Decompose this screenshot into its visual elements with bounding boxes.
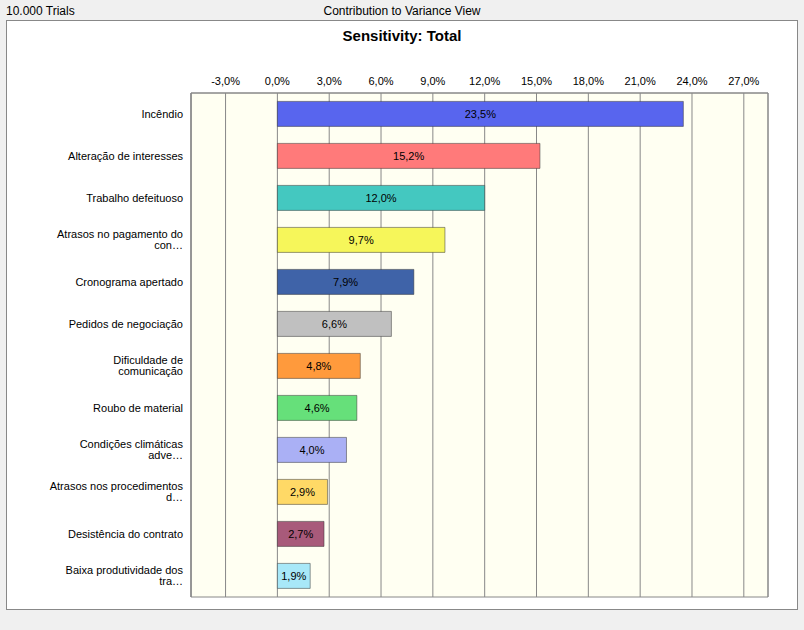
- svg-text:Baixa produtividade dostra…: Baixa produtividade dostra…: [66, 564, 184, 587]
- svg-text:2,7%: 2,7%: [288, 528, 313, 540]
- svg-text:1,9%: 1,9%: [281, 570, 306, 582]
- svg-text:7,9%: 7,9%: [333, 276, 358, 288]
- svg-text:23,5%: 23,5%: [465, 108, 496, 120]
- html-text:10.000 Trials: 10.000 Trials: [6, 4, 75, 18]
- svg-text:Desistência do contrato: Desistência do contrato: [68, 528, 183, 540]
- svg-text:Cronograma apertado: Cronograma apertado: [75, 276, 183, 288]
- svg-text:15,2%: 15,2%: [393, 150, 424, 162]
- svg-text:3,0%: 3,0%: [317, 75, 342, 87]
- svg-text:9,7%: 9,7%: [349, 234, 374, 246]
- svg-text:Pedidos de negociação: Pedidos de negociação: [69, 318, 183, 330]
- svg-text:Dificuldade decomunicação: Dificuldade decomunicação: [113, 354, 183, 377]
- svg-text:Atrasos no pagamento docon…: Atrasos no pagamento docon…: [57, 228, 183, 251]
- svg-text:Incêndio: Incêndio: [141, 108, 183, 120]
- html-text:Contribution to Variance View: Contribution to Variance View: [323, 4, 481, 18]
- svg-text:4,0%: 4,0%: [299, 444, 324, 456]
- svg-text:27,0%: 27,0%: [728, 75, 759, 87]
- svg-text:0,0%: 0,0%: [265, 75, 290, 87]
- svg-text:12,0%: 12,0%: [365, 192, 396, 204]
- svg-text:18,0%: 18,0%: [573, 75, 604, 87]
- svg-text:Roubo de material: Roubo de material: [93, 402, 183, 414]
- svg-text:15,0%: 15,0%: [521, 75, 552, 87]
- svg-text:6,6%: 6,6%: [322, 318, 347, 330]
- svg-text:-3,0%: -3,0%: [211, 75, 240, 87]
- svg-text:Trabalho defeituoso: Trabalho defeituoso: [86, 192, 183, 204]
- svg-text:Condições climáticasadve…: Condições climáticasadve…: [80, 438, 184, 461]
- svg-text:12,0%: 12,0%: [469, 75, 500, 87]
- svg-text:2,9%: 2,9%: [290, 486, 315, 498]
- html-text:Sensitivity: Total: Sensitivity: Total: [342, 27, 462, 44]
- svg-text:4,6%: 4,6%: [305, 402, 330, 414]
- svg-text:21,0%: 21,0%: [625, 75, 656, 87]
- svg-text:4,8%: 4,8%: [306, 360, 331, 372]
- svg-text:Atrasos nos procedimentosd…: Atrasos nos procedimentosd…: [50, 480, 184, 503]
- svg-text:9,0%: 9,0%: [420, 75, 445, 87]
- svg-text:6,0%: 6,0%: [368, 75, 393, 87]
- svg-text:24,0%: 24,0%: [676, 75, 707, 87]
- svg-text:Alteração de interesses: Alteração de interesses: [68, 150, 183, 162]
